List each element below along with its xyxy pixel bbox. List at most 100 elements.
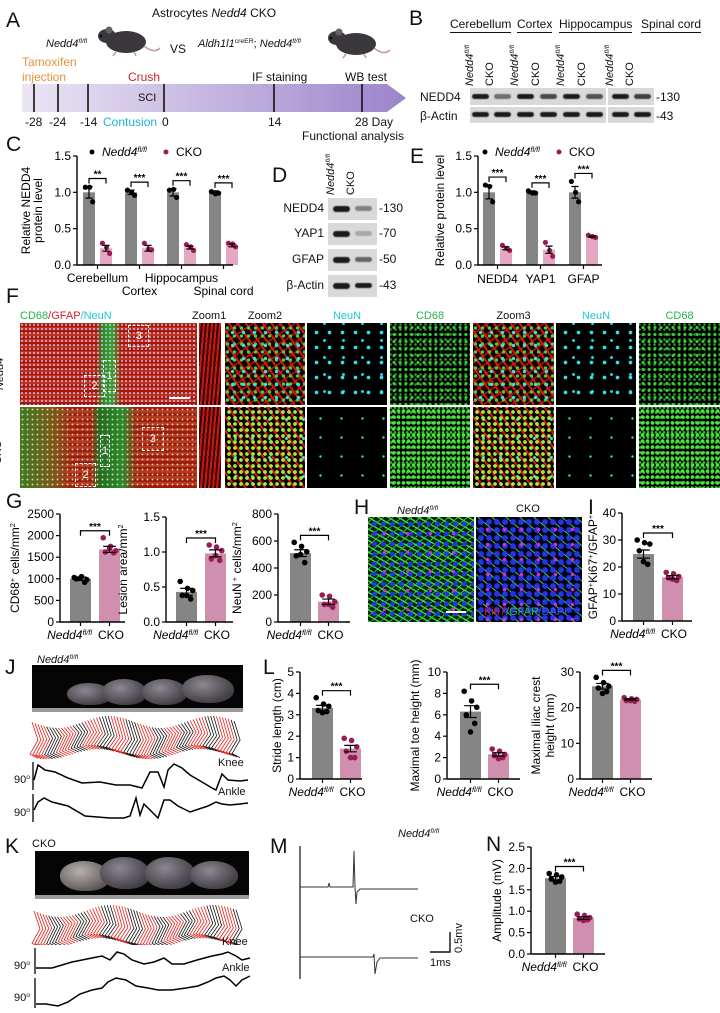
title-suffix: CKO bbox=[250, 6, 277, 20]
data-point bbox=[216, 557, 223, 564]
column-header: Zoom1 bbox=[192, 310, 227, 322]
y-tick-label: 0.0 bbox=[143, 615, 160, 629]
data-point bbox=[568, 178, 575, 185]
data-point bbox=[676, 573, 682, 580]
lane-label-control: Nedd4fl/fl bbox=[462, 45, 476, 86]
significance-bracket bbox=[88, 177, 107, 184]
bar bbox=[205, 553, 226, 622]
band bbox=[612, 94, 629, 99]
sci-label: SCI bbox=[138, 92, 157, 104]
label-text: CD68 bbox=[8, 582, 22, 613]
band bbox=[586, 112, 603, 117]
superscript-text: + bbox=[586, 583, 595, 587]
bar bbox=[184, 247, 196, 265]
data-point bbox=[102, 549, 109, 555]
significance-bracket bbox=[574, 172, 593, 179]
slash: / bbox=[48, 310, 52, 322]
panel-label-i: I bbox=[588, 496, 594, 519]
data-point bbox=[291, 539, 298, 546]
allele-sup: fl/fl bbox=[430, 828, 440, 835]
label-text: cells/mm bbox=[8, 527, 22, 578]
data-point bbox=[71, 574, 77, 581]
data-point bbox=[595, 685, 602, 691]
data-point bbox=[580, 917, 587, 924]
label-text: Nedd4 bbox=[522, 960, 558, 974]
y-tick-label: 6 bbox=[434, 708, 441, 722]
category-label: Cerebellum bbox=[67, 271, 128, 285]
y-axis-label: GFAP+Ki67+/GFAP+ bbox=[586, 515, 601, 619]
data-point bbox=[212, 552, 219, 559]
blot-row-label: β-Actin bbox=[286, 278, 324, 292]
gene-name: Nedd4 bbox=[37, 653, 70, 666]
y-tick-label: 0 bbox=[567, 772, 574, 786]
gene-name: Nedd4 bbox=[398, 827, 431, 840]
y-tick-label: 400 bbox=[252, 561, 272, 575]
error-bar bbox=[294, 549, 307, 558]
category-label: GFAP bbox=[567, 272, 599, 286]
control-mouse-icon bbox=[98, 26, 161, 57]
legend-label: CKO bbox=[176, 145, 202, 159]
tamoxifen-label: Tamoxifen bbox=[22, 55, 77, 69]
y-tick-label: 600 bbox=[252, 534, 272, 548]
y-tick-label: 20 bbox=[561, 701, 575, 715]
injection-label: injection bbox=[22, 70, 67, 84]
data-point bbox=[84, 576, 90, 583]
data-point bbox=[556, 878, 563, 885]
bar bbox=[543, 249, 555, 265]
driver-name: Aldh1l1 bbox=[198, 37, 235, 50]
data-point bbox=[634, 537, 640, 543]
label-text: CKO bbox=[569, 145, 595, 159]
data-point bbox=[576, 199, 582, 205]
degree-sign: o bbox=[26, 774, 31, 781]
panel-a-title: Astrocytes Nedd4 CKO bbox=[152, 7, 276, 20]
y-tick-label: 0 bbox=[47, 615, 54, 629]
gene-name: Nedd4 bbox=[397, 504, 430, 517]
zoom-region-box-1: 1 bbox=[99, 435, 111, 467]
trace-control bbox=[300, 850, 418, 905]
data-point bbox=[233, 244, 239, 250]
data-point bbox=[351, 754, 358, 761]
superscript-text: fl/fl bbox=[530, 145, 540, 154]
error-bar bbox=[528, 190, 536, 195]
gene-name: Nedd4 bbox=[603, 53, 616, 86]
data-point bbox=[82, 184, 88, 190]
lane-label-cko: CKO bbox=[624, 62, 636, 86]
band bbox=[517, 112, 534, 117]
panel-label-l: L bbox=[263, 656, 275, 679]
error-bar bbox=[596, 682, 609, 690]
y-tick-label: 10 bbox=[428, 665, 442, 679]
data-point bbox=[499, 242, 505, 248]
panel-label-j: J bbox=[5, 656, 16, 679]
data-point bbox=[301, 559, 308, 566]
significance-label: *** bbox=[195, 529, 207, 540]
data-point bbox=[663, 569, 669, 576]
data-point bbox=[323, 708, 330, 715]
data-point bbox=[546, 870, 552, 877]
y-tick-label: 10 bbox=[603, 587, 617, 601]
crush-label: Crush bbox=[128, 70, 161, 84]
data-point bbox=[474, 704, 480, 711]
legend-marker bbox=[89, 149, 95, 155]
scale-time-label: 1ms bbox=[430, 957, 451, 969]
lane-label-control: Nedd4fl/fl bbox=[323, 154, 337, 195]
lane-label-control: Nedd4fl/fl bbox=[553, 45, 567, 86]
error-bar bbox=[502, 246, 510, 251]
allele-sup: fl/fl bbox=[509, 44, 516, 54]
y-tick-label: 1.5 bbox=[508, 883, 525, 897]
data-point bbox=[489, 746, 496, 752]
bar-label: CKO bbox=[573, 960, 599, 974]
wb-test-label: WB test bbox=[345, 70, 388, 84]
data-point bbox=[99, 240, 105, 246]
region-cortex: Cortex bbox=[517, 17, 553, 33]
data-point bbox=[141, 240, 147, 246]
knee-label: Knee bbox=[218, 757, 244, 769]
lane-label-cko: CKO bbox=[484, 62, 496, 86]
data-point bbox=[504, 245, 510, 251]
y-tick-label: 0.0 bbox=[54, 258, 71, 272]
error-bar bbox=[549, 875, 562, 881]
fluorescence-image-control bbox=[225, 323, 305, 405]
data-point bbox=[183, 592, 190, 599]
data-point bbox=[606, 683, 612, 690]
label-text: CKO bbox=[176, 145, 202, 159]
allele-sup: fl/fl bbox=[0, 349, 1, 358]
